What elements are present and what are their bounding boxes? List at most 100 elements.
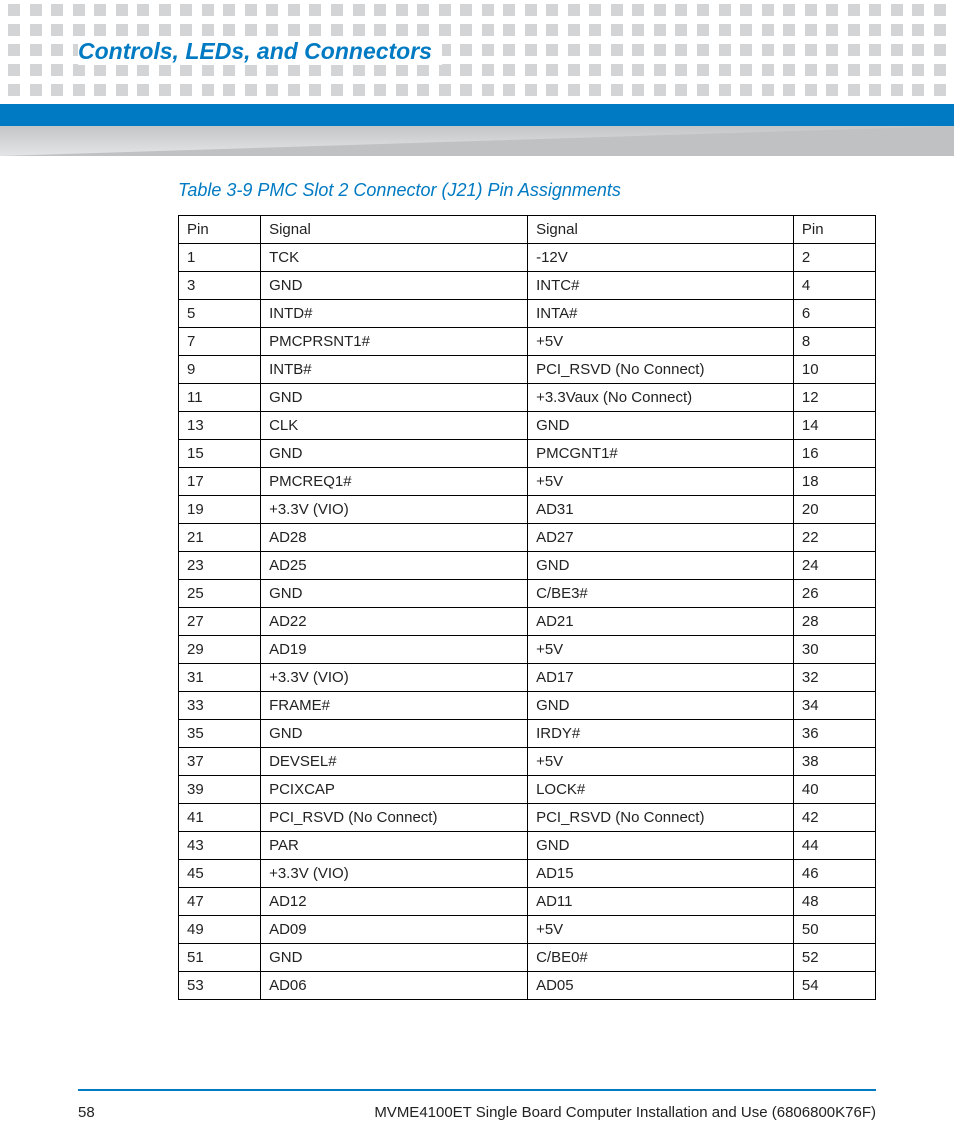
- table-cell: 36: [793, 720, 875, 748]
- table-row: 15GNDPMCGNT1#16: [179, 440, 876, 468]
- table-cell: 13: [179, 412, 261, 440]
- table-cell: 27: [179, 608, 261, 636]
- table-cell: 52: [793, 944, 875, 972]
- table-cell: 19: [179, 496, 261, 524]
- table-cell: AD11: [528, 888, 794, 916]
- page-number: 58: [78, 1104, 95, 1121]
- table-cell: 7: [179, 328, 261, 356]
- table-cell: +3.3V (VIO): [261, 664, 528, 692]
- table-cell: PCI_RSVD (No Connect): [261, 804, 528, 832]
- table-cell: 12: [793, 384, 875, 412]
- table-cell: 45: [179, 860, 261, 888]
- col-header-pin-left: Pin: [179, 216, 261, 244]
- table-cell: PAR: [261, 832, 528, 860]
- table-cell: CLK: [261, 412, 528, 440]
- table-row: 21AD28AD2722: [179, 524, 876, 552]
- table-cell: 11: [179, 384, 261, 412]
- table-row: 1TCK-12V2: [179, 244, 876, 272]
- table-cell: 44: [793, 832, 875, 860]
- table-row: 41PCI_RSVD (No Connect)PCI_RSVD (No Conn…: [179, 804, 876, 832]
- table-row: 13CLKGND14: [179, 412, 876, 440]
- table-row: 43PARGND44: [179, 832, 876, 860]
- table-cell: INTA#: [528, 300, 794, 328]
- table-row: 49AD09+5V50: [179, 916, 876, 944]
- table-cell: 24: [793, 552, 875, 580]
- table-cell: 20: [793, 496, 875, 524]
- table-cell: AD09: [261, 916, 528, 944]
- col-header-signal-left: Signal: [261, 216, 528, 244]
- table-cell: PCIXCAP: [261, 776, 528, 804]
- table-cell: GND: [261, 384, 528, 412]
- table-cell: AD22: [261, 608, 528, 636]
- table-cell: 23: [179, 552, 261, 580]
- table-row: 31+3.3V (VIO)AD1732: [179, 664, 876, 692]
- table-cell: 14: [793, 412, 875, 440]
- table-cell: 2: [793, 244, 875, 272]
- table-cell: 4: [793, 272, 875, 300]
- footer-doc-title: MVME4100ET Single Board Computer Install…: [374, 1104, 876, 1121]
- table-cell: 35: [179, 720, 261, 748]
- col-header-pin-right: Pin: [793, 216, 875, 244]
- table-cell: +3.3V (VIO): [261, 496, 528, 524]
- table-cell: AD15: [528, 860, 794, 888]
- table-cell: C/BE3#: [528, 580, 794, 608]
- table-cell: 30: [793, 636, 875, 664]
- table-cell: 21: [179, 524, 261, 552]
- table-cell: DEVSEL#: [261, 748, 528, 776]
- table-cell: 51: [179, 944, 261, 972]
- table-cell: AD06: [261, 972, 528, 1000]
- table-row: 11GND+3.3Vaux (No Connect)12: [179, 384, 876, 412]
- table-row: 5INTD#INTA#6: [179, 300, 876, 328]
- pin-assignment-table: Pin Signal Signal Pin 1TCK-12V23GNDINTC#…: [178, 215, 876, 1000]
- table-cell: 3: [179, 272, 261, 300]
- table-cell: 49: [179, 916, 261, 944]
- table-cell: -12V: [528, 244, 794, 272]
- table-cell: 50: [793, 916, 875, 944]
- table-row: 45+3.3V (VIO)AD1546: [179, 860, 876, 888]
- content-area: Table 3-9 PMC Slot 2 Connector (J21) Pin…: [78, 180, 876, 1000]
- table-cell: 15: [179, 440, 261, 468]
- table-cell: 34: [793, 692, 875, 720]
- table-cell: 9: [179, 356, 261, 384]
- table-cell: 1: [179, 244, 261, 272]
- table-row: 51GNDC/BE0#52: [179, 944, 876, 972]
- table-cell: AD12: [261, 888, 528, 916]
- table-cell: +5V: [528, 636, 794, 664]
- table-row: 17PMCREQ1#+5V18: [179, 468, 876, 496]
- table-cell: +3.3Vaux (No Connect): [528, 384, 794, 412]
- table-cell: 17: [179, 468, 261, 496]
- table-row: 47AD12AD1148: [179, 888, 876, 916]
- table-cell: INTB#: [261, 356, 528, 384]
- table-cell: 18: [793, 468, 875, 496]
- footer-rule: [78, 1089, 876, 1091]
- table-row: 7PMCPRSNT1#+5V8: [179, 328, 876, 356]
- table-caption: Table 3-9 PMC Slot 2 Connector (J21) Pin…: [178, 180, 876, 201]
- table-cell: 42: [793, 804, 875, 832]
- table-cell: 47: [179, 888, 261, 916]
- section-title: Controls, LEDs, and Connectors: [78, 38, 442, 65]
- table-cell: 28: [793, 608, 875, 636]
- table-cell: GND: [528, 412, 794, 440]
- table-cell: LOCK#: [528, 776, 794, 804]
- table-row: 19+3.3V (VIO)AD3120: [179, 496, 876, 524]
- table-row: 35GNDIRDY#36: [179, 720, 876, 748]
- table-cell: INTC#: [528, 272, 794, 300]
- table-cell: +5V: [528, 748, 794, 776]
- table-cell: 46: [793, 860, 875, 888]
- table-cell: IRDY#: [528, 720, 794, 748]
- table-cell: AD21: [528, 608, 794, 636]
- table-cell: 32: [793, 664, 875, 692]
- table-cell: AD31: [528, 496, 794, 524]
- table-cell: +5V: [528, 468, 794, 496]
- table-cell: PCI_RSVD (No Connect): [528, 356, 794, 384]
- table-cell: GND: [528, 692, 794, 720]
- table-cell: 16: [793, 440, 875, 468]
- table-row: 53AD06AD0554: [179, 972, 876, 1000]
- table-header-row: Pin Signal Signal Pin: [179, 216, 876, 244]
- page-footer: 58 MVME4100ET Single Board Computer Inst…: [78, 1104, 876, 1121]
- table-row: 39PCIXCAPLOCK#40: [179, 776, 876, 804]
- table-cell: GND: [528, 832, 794, 860]
- table-cell: 31: [179, 664, 261, 692]
- table-cell: 38: [793, 748, 875, 776]
- table-cell: 25: [179, 580, 261, 608]
